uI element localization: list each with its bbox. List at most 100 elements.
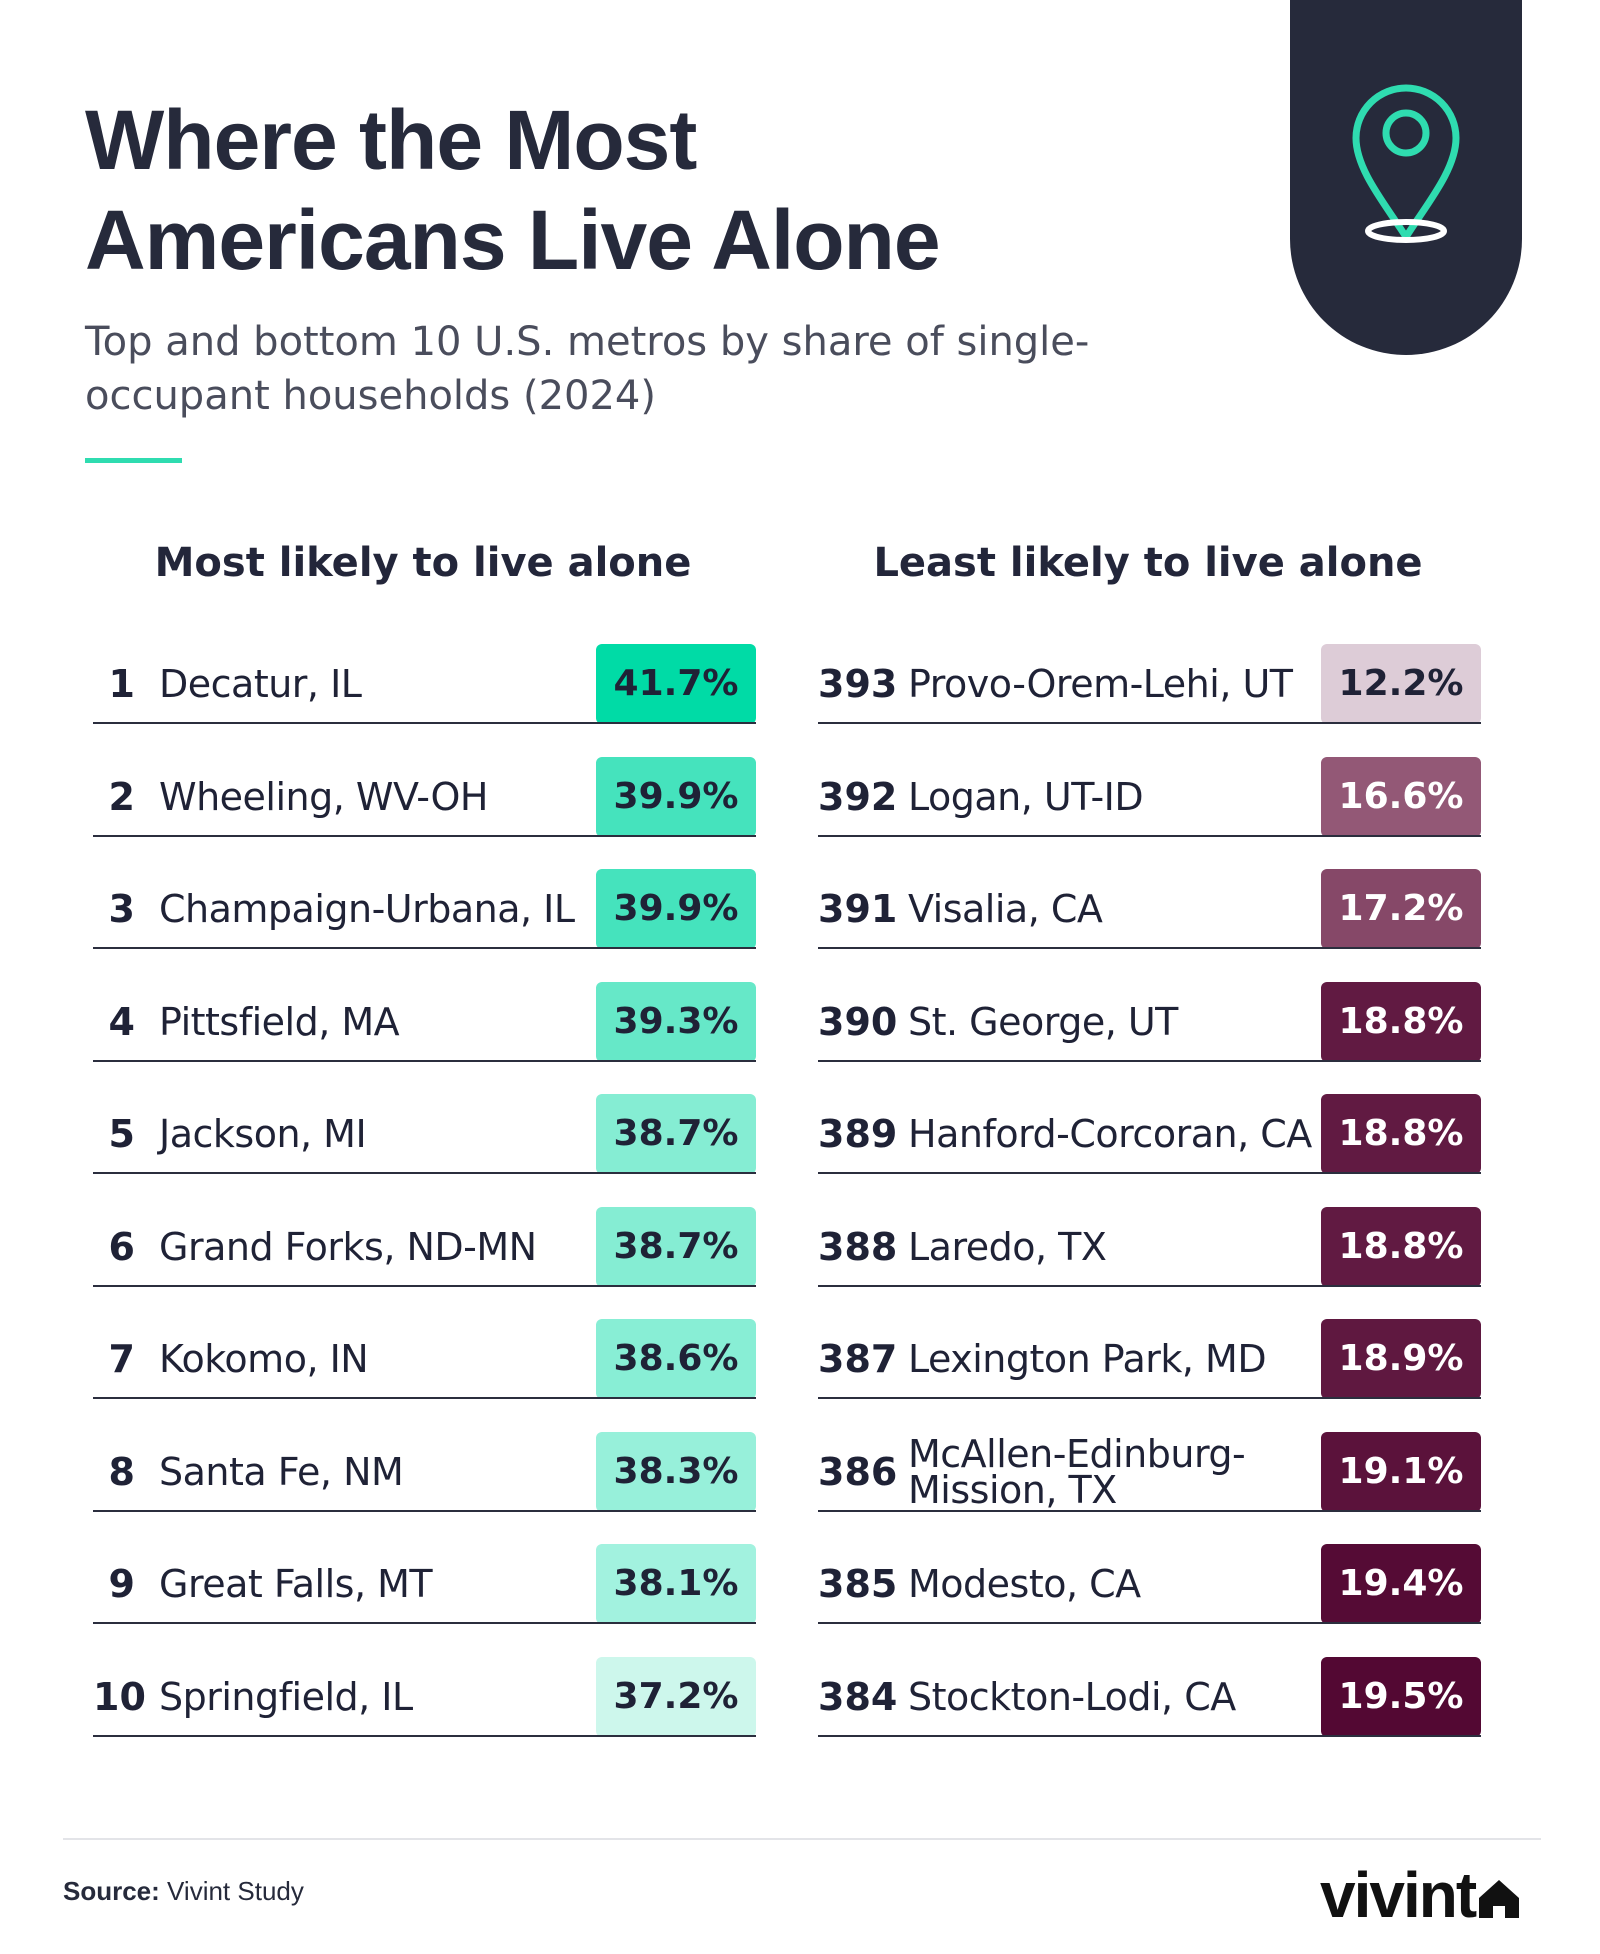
- row-divider: [818, 722, 1481, 724]
- metro-name: Great Falls, MT: [159, 1562, 433, 1606]
- metro-name: Grand Forks, ND-MN: [159, 1224, 537, 1269]
- header-badge: [1290, 0, 1522, 355]
- row-divider: [93, 1509, 756, 1512]
- share-value-badge: 18.8%: [1321, 981, 1481, 1062]
- share-value-badge: 38.3%: [596, 1431, 756, 1512]
- table-row: 6 Grand Forks, ND-MN 38.7%: [93, 1196, 756, 1309]
- footer-divider: [63, 1838, 1541, 1840]
- row-divider: [818, 834, 1481, 837]
- metro-name: Champaign-Urbana, IL: [159, 887, 575, 931]
- rank-number: 392: [818, 774, 898, 819]
- row-divider: [818, 1397, 1481, 1399]
- share-value-badge: 41.7%: [596, 644, 756, 724]
- rank-number: 387: [818, 1337, 898, 1381]
- row-divider: [93, 1284, 756, 1287]
- rank-number: 3: [108, 887, 135, 931]
- share-value-badge: 16.6%: [1321, 756, 1481, 837]
- table-row: 385 Modesto, CA 19.4%: [818, 1533, 1481, 1646]
- table-row: 8 Santa Fe, NM 38.3%: [93, 1421, 756, 1534]
- metro-name: Visalia, CA: [908, 887, 1103, 931]
- rank-number: 7: [108, 1337, 135, 1381]
- row-divider: [93, 834, 756, 837]
- table-row: 10 Springfield, IL 37.2%: [93, 1646, 756, 1759]
- title-line-2: Americans Live Alone: [85, 193, 941, 287]
- metro-name: Modesto, CA: [908, 1562, 1141, 1606]
- source-text: Vivint Study: [167, 1876, 304, 1906]
- share-value-badge: 19.5%: [1321, 1656, 1481, 1737]
- table-row: 3 Champaign-Urbana, IL 39.9%: [93, 858, 756, 971]
- share-value-badge: 38.7%: [596, 1094, 756, 1174]
- metro-name: Lexington Park, MD: [908, 1337, 1267, 1381]
- row-divider: [818, 1734, 1481, 1737]
- metro-name: Decatur, IL: [159, 662, 362, 706]
- share-value-badge: 39.9%: [596, 756, 756, 837]
- table-row: 392 Logan, UT-ID 16.6%: [818, 746, 1481, 859]
- table-row: 390 St. George, UT 18.8%: [818, 971, 1481, 1084]
- page-title: Where the Most Americans Live Alone: [85, 90, 1235, 290]
- row-divider: [93, 1622, 756, 1624]
- table-row: 389 Hanford-Corcoran, CA 18.8%: [818, 1083, 1481, 1196]
- rank-number: 2: [108, 774, 135, 819]
- table-row: 384 Stockton-Lodi, CA 19.5%: [818, 1646, 1481, 1759]
- row-divider: [93, 1734, 756, 1737]
- row-divider: [818, 1059, 1481, 1062]
- metro-name: Provo-Orem-Lehi, UT: [908, 662, 1293, 706]
- metro-name: Kokomo, IN: [159, 1337, 369, 1381]
- row-divider: [93, 722, 756, 724]
- table-row: 391 Visalia, CA 17.2%: [818, 858, 1481, 971]
- row-divider: [818, 1509, 1481, 1512]
- row-divider: [93, 1397, 756, 1399]
- rank-number: 10: [93, 1674, 146, 1719]
- table-row: 7 Kokomo, IN 38.6%: [93, 1308, 756, 1421]
- rank-number: 8: [108, 1449, 135, 1494]
- share-value-badge: 38.1%: [596, 1544, 756, 1624]
- vivint-logo: vivint: [1320, 1859, 1521, 1931]
- row-divider: [818, 1172, 1481, 1174]
- most-likely-heading: Most likely to live alone: [154, 540, 692, 586]
- table-row: 4 Pittsfield, MA 39.3%: [93, 971, 756, 1084]
- rank-number: 9: [108, 1562, 135, 1606]
- table-row: 1 Decatur, IL 41.7%: [93, 633, 756, 746]
- rank-number: 390: [818, 999, 898, 1044]
- row-divider: [818, 947, 1481, 949]
- table-row: 9 Great Falls, MT 38.1%: [93, 1533, 756, 1646]
- share-value-badge: 18.8%: [1321, 1206, 1481, 1287]
- accent-divider: [85, 458, 182, 463]
- rank-number: 385: [818, 1562, 898, 1606]
- least-likely-table: 393 Provo-Orem-Lehi, UT 12.2% 392 Logan, UT-…: [818, 633, 1481, 1758]
- share-value-badge: 18.8%: [1321, 1094, 1481, 1174]
- row-divider: [818, 1284, 1481, 1287]
- rank-number: 386: [818, 1449, 898, 1494]
- metro-name: Santa Fe, NM: [159, 1449, 404, 1494]
- metro-name: McAllen-Edinburg-Mission, TX: [908, 1431, 1246, 1512]
- rank-number: 388: [818, 1224, 898, 1269]
- share-value-badge: 39.3%: [596, 981, 756, 1062]
- rank-number: 389: [818, 1112, 898, 1156]
- metro-name: Stockton-Lodi, CA: [908, 1674, 1236, 1719]
- share-value-badge: 38.7%: [596, 1206, 756, 1287]
- table-row: 387 Lexington Park, MD 18.9%: [818, 1308, 1481, 1421]
- share-value-badge: 19.1%: [1321, 1431, 1481, 1512]
- rank-number: 6: [108, 1224, 135, 1269]
- rank-number: 393: [818, 662, 898, 706]
- subtitle: Top and bottom 10 U.S. metros by share o…: [85, 319, 1090, 419]
- rank-number: 5: [108, 1112, 135, 1156]
- row-divider: [93, 1059, 756, 1062]
- least-likely-heading: Least likely to live alone: [873, 540, 1423, 586]
- share-value-badge: 39.9%: [596, 869, 756, 949]
- row-divider: [818, 1622, 1481, 1624]
- share-value-badge: 18.9%: [1321, 1319, 1481, 1399]
- metro-name: Springfield, IL: [159, 1674, 413, 1719]
- metro-name: Laredo, TX: [908, 1224, 1107, 1269]
- table-row: 388 Laredo, TX 18.8%: [818, 1196, 1481, 1309]
- share-value-badge: 19.4%: [1321, 1544, 1481, 1624]
- metro-name: Logan, UT-ID: [908, 774, 1144, 819]
- source-label: Source:: [63, 1876, 160, 1906]
- rank-number: 391: [818, 887, 898, 931]
- table-row: 2 Wheeling, WV-OH 39.9%: [93, 746, 756, 859]
- logo-wordmark: vivint: [1320, 1859, 1477, 1931]
- share-value-badge: 12.2%: [1321, 644, 1481, 724]
- share-value-badge: 37.2%: [596, 1656, 756, 1737]
- share-value-badge: 17.2%: [1321, 869, 1481, 949]
- metro-name: Hanford-Corcoran, CA: [908, 1112, 1312, 1156]
